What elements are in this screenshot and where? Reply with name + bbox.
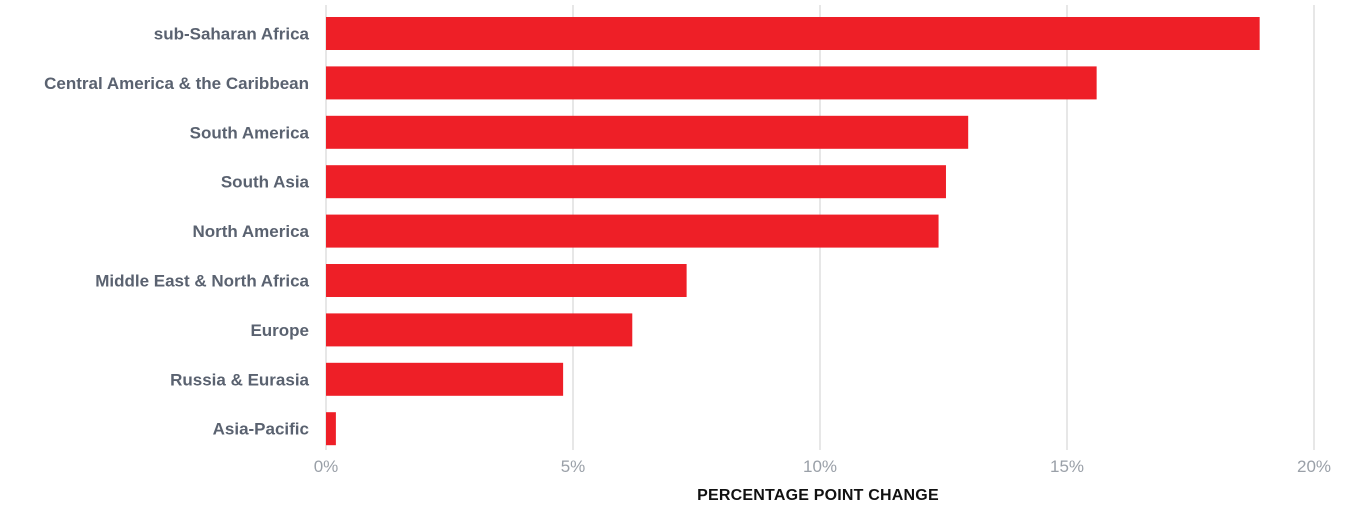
bar-europe: [326, 313, 633, 347]
category-label: Europe: [250, 321, 309, 340]
bars: [326, 17, 1260, 446]
bar-asia-pacific: [326, 412, 336, 446]
x-axis-title: PERCENTAGE POINT CHANGE: [697, 487, 939, 504]
category-label: Middle East & North Africa: [95, 272, 309, 291]
category-label: sub-Saharan Africa: [154, 25, 310, 44]
category-label: Russia & Eurasia: [170, 370, 309, 389]
x-tick-label: 5%: [561, 457, 586, 476]
bar-central-america-the-caribbean: [326, 66, 1097, 100]
x-tick-label: 0%: [314, 457, 339, 476]
bar-middle-east-north-africa: [326, 264, 687, 297]
category-labels: sub-Saharan Africa Central America & the …: [44, 25, 309, 439]
bar-south-asia: [326, 165, 946, 199]
category-label: South America: [190, 123, 310, 142]
bar-russia-eurasia: [326, 362, 564, 396]
category-label: North America: [192, 222, 309, 241]
category-label: Central America & the Caribbean: [44, 74, 309, 93]
x-tick-labels: 0% 5% 10% 15% 20%: [314, 457, 1331, 476]
bar-sub-saharan-africa: [326, 17, 1260, 50]
bar-north-america: [326, 214, 939, 248]
x-tick-label: 10%: [803, 457, 837, 476]
category-label: Asia-Pacific: [213, 420, 309, 439]
bar-south-america: [326, 115, 969, 149]
x-tick-label: 15%: [1050, 457, 1084, 476]
category-label: South Asia: [221, 173, 310, 192]
x-tick-label: 20%: [1297, 457, 1331, 476]
